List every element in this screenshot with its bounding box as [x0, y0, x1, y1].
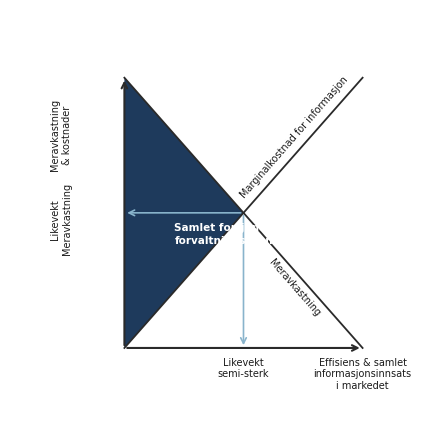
Text: Likevekt
Meravkastning: Likevekt Meravkastning [50, 183, 72, 256]
Polygon shape [125, 78, 243, 348]
Text: Effisiens & samlet
informasjonsinnsats
i markedet: Effisiens & samlet informasjonsinnsats i… [314, 358, 412, 391]
Text: Meravkastning: Meravkastning [267, 258, 322, 318]
Text: Likevekt
semi-sterk: Likevekt semi-sterk [218, 358, 269, 380]
Text: Marginalkostnad for informasjon: Marginalkostnad for informasjon [239, 75, 350, 200]
Text: Samlet fortjeneste i
forvaltningsbransjen: Samlet fortjeneste i forvaltningsbransje… [174, 223, 297, 246]
Text: Meravkastning
& kostnader: Meravkastning & kostnader [50, 99, 72, 172]
